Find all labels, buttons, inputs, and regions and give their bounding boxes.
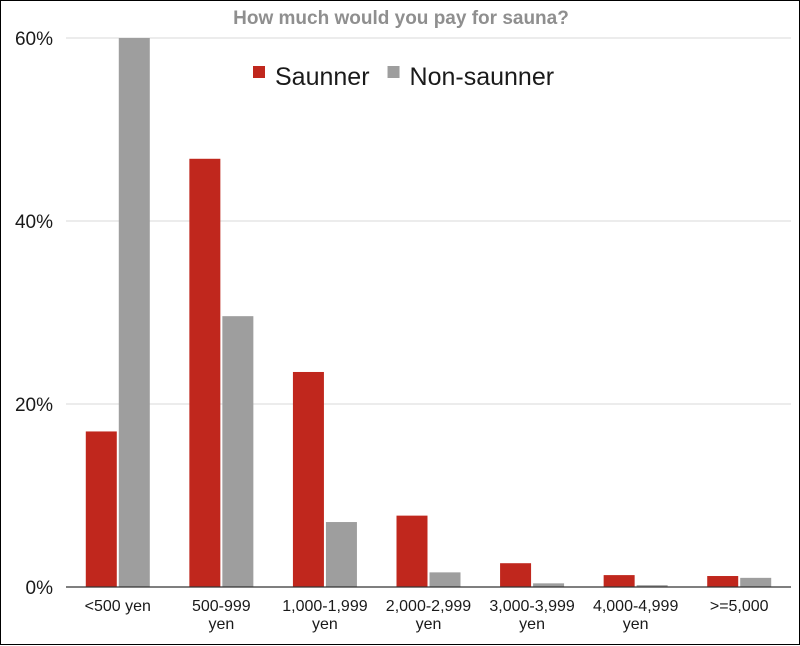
bar-saunner-5	[603, 575, 635, 587]
x-tick-label-line: 3,000-3,999	[489, 598, 575, 615]
bar-saunner-3	[396, 515, 428, 587]
gridlines	[66, 37, 791, 405]
bar-non-saunner-6	[740, 577, 772, 587]
y-tick-label: 20%	[15, 395, 53, 416]
x-tick-label: 2,000-2,999 yen	[386, 598, 472, 633]
legend-label: Non-saunner	[410, 63, 555, 91]
x-tick-label-line: 500-999	[192, 598, 251, 615]
y-tick-label: 40%	[15, 212, 53, 233]
x-tick-label-line: 2,000-2,999	[386, 598, 472, 615]
x-tick-label-line: 4,000-4,999	[593, 598, 679, 615]
x-tick-label-line: yen	[416, 616, 442, 633]
legend-swatch	[387, 66, 400, 78]
x-tick-label-line: <500 yen	[85, 598, 151, 615]
legend-swatch	[253, 66, 265, 78]
legend-label: Saunner	[275, 63, 370, 91]
x-tick-label: 4,000-4,999 yen	[593, 598, 679, 633]
legend: Saunner Non-saunner	[253, 63, 554, 91]
x-tick-label-line: >=5,000	[710, 598, 769, 615]
bar-non-saunner-3	[429, 572, 461, 587]
y-axis-ticks: 0% 20% 40% 60%	[15, 29, 53, 599]
x-tick-label-line: yen	[519, 616, 545, 633]
bar-saunner-0	[85, 431, 117, 587]
bar-saunner-4	[500, 563, 532, 587]
x-tick-label-line: 1,000-1,999	[282, 598, 368, 615]
x-tick-label-line: yen	[208, 616, 234, 633]
x-tick-label: 500-999 yen	[192, 598, 251, 633]
bar-saunner-2	[292, 371, 324, 587]
bar-non-saunner-5	[636, 585, 668, 587]
bar-saunner-1	[189, 158, 221, 587]
x-tick-label-line: yen	[623, 616, 649, 633]
y-tick-label: 0%	[26, 578, 54, 599]
x-tick-label-line: yen	[312, 616, 338, 633]
x-tick-label: 1,000-1,999 yen	[282, 598, 368, 633]
chart-title: How much would you pay for sauna?	[233, 8, 569, 29]
bar-non-saunner-0	[118, 38, 150, 587]
bars	[85, 38, 772, 587]
bar-non-saunner-1	[222, 316, 254, 587]
y-tick-label: 60%	[15, 29, 53, 50]
bar-saunner-6	[707, 576, 739, 587]
bar-non-saunner-4	[533, 583, 565, 587]
x-tick-label: >=5,000	[710, 598, 769, 615]
x-tick-label: 3,000-3,999 yen	[489, 598, 575, 633]
bar-non-saunner-2	[325, 522, 357, 587]
x-tick-label: <500 yen	[85, 598, 151, 615]
